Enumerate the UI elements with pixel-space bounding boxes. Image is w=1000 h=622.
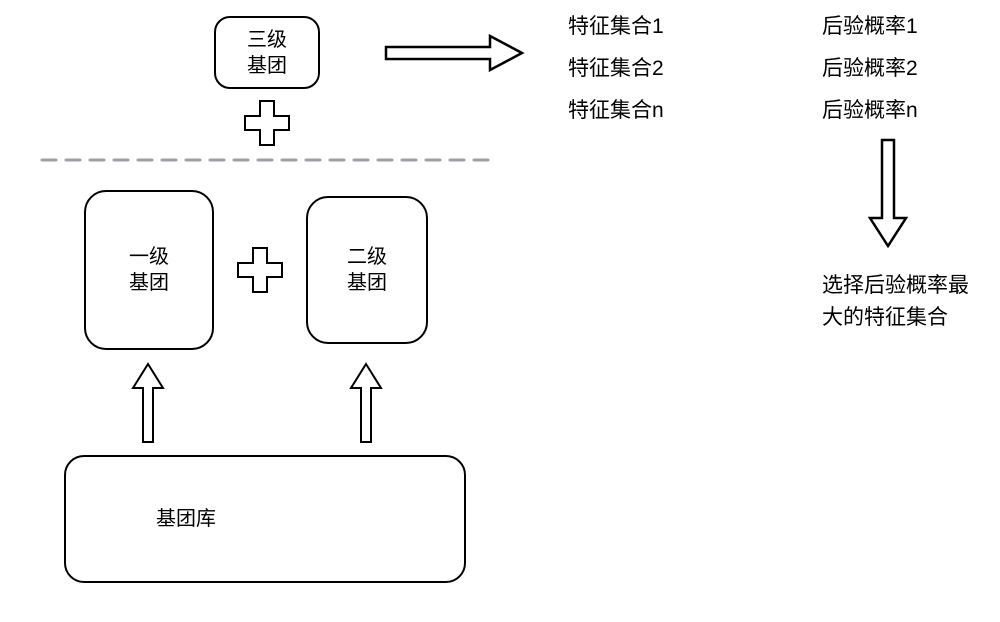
- node-level2-line1: 二级: [347, 246, 387, 268]
- arrow-right-icon: [386, 36, 522, 70]
- arrow-up-left-icon: [133, 364, 163, 442]
- node-level2: 二级 基团: [306, 196, 428, 344]
- feature-set-n: 特征集合n: [568, 94, 664, 128]
- node-level1-line1: 一级: [129, 246, 169, 268]
- feature-set-2: 特征集合2: [568, 52, 664, 86]
- node-library: 基团库: [64, 455, 466, 583]
- node-library-text: 基团库: [156, 506, 216, 532]
- arrow-down-result-icon: [870, 140, 906, 246]
- feature-set-1: 特征集合1: [568, 10, 664, 44]
- node-level3-line2: 基团: [247, 55, 287, 77]
- node-level1: 一级 基团: [84, 190, 214, 350]
- plus-top-icon: [245, 101, 289, 145]
- node-level3: 三级 基团: [214, 16, 320, 89]
- result-text: 选择后验概率最大的特征集合: [822, 270, 972, 333]
- plus-mid-icon: [238, 248, 282, 292]
- arrow-up-right-icon: [351, 364, 381, 442]
- posterior-2: 后验概率2: [822, 52, 918, 86]
- node-level1-line2: 基团: [129, 272, 169, 294]
- node-level2-line2: 基团: [347, 272, 387, 294]
- node-level3-line1: 三级: [247, 29, 287, 51]
- diagram-stage: 三级 基团 一级 基团 二级 基团 基团库 特征集合1 特征集合2 特征集合n …: [0, 0, 1000, 622]
- posterior-1: 后验概率1: [822, 10, 918, 44]
- posterior-n: 后验概率n: [822, 94, 918, 128]
